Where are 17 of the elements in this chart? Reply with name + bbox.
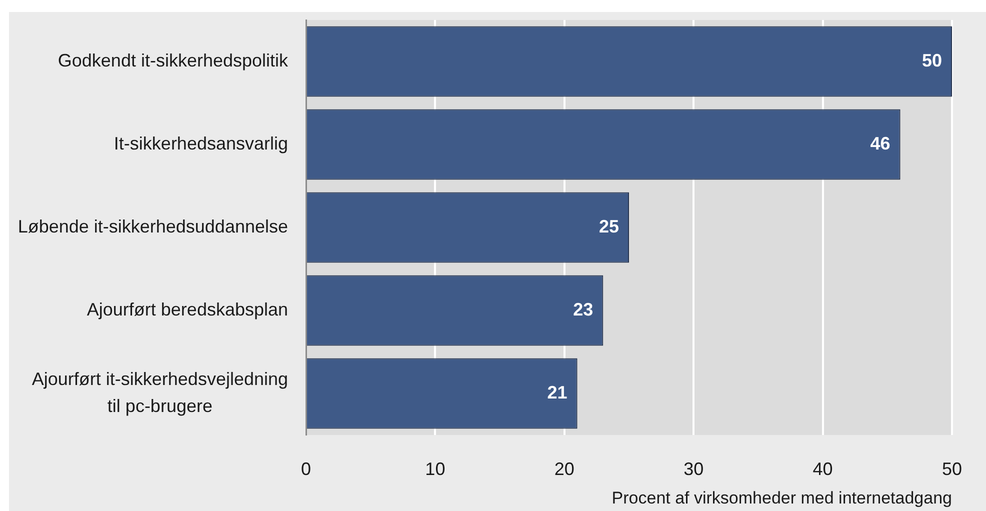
x-axis-title: Procent af virksomheder med internetadgang <box>612 488 952 508</box>
data-label: 23 <box>573 299 594 320</box>
y-tick-label: It-sikkerhedsansvarlig <box>114 133 288 154</box>
data-label: 46 <box>870 133 890 154</box>
x-tick-label: 20 <box>554 458 574 479</box>
x-tick-label: 50 <box>942 458 962 479</box>
y-tick-label: Ajourført it-sikkerhedsvejledning til pc-brugere <box>32 368 288 416</box>
y-tick-label: Løbende it-sikkerhedsuddannelse <box>18 216 288 236</box>
data-label: 21 <box>547 382 568 402</box>
x-tick-label: 40 <box>812 458 833 479</box>
y-tick-label: Ajourført beredskabsplan <box>86 299 288 320</box>
x-tick-label: 10 <box>425 458 446 479</box>
y-tick-label: Godkendt it-sikkerhedspolitik <box>58 50 289 70</box>
x-tick-label: 30 <box>684 458 704 479</box>
data-label: 25 <box>598 216 619 236</box>
data-label: 50 <box>922 50 942 70</box>
x-tick-label: 0 <box>300 458 312 479</box>
